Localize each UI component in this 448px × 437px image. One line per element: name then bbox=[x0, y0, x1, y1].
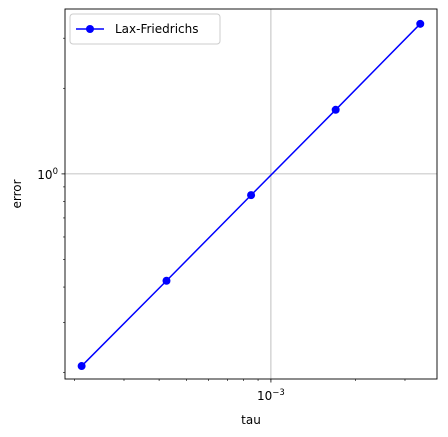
grid bbox=[65, 9, 437, 379]
data-point bbox=[416, 19, 425, 28]
legend-label: Lax-Friedrichs bbox=[115, 22, 199, 36]
x-tick-label: 10−3 bbox=[257, 388, 285, 403]
data-point bbox=[77, 362, 86, 371]
y-tick-label-exponent: 0 bbox=[53, 167, 58, 177]
data-point bbox=[247, 191, 256, 200]
series-layer bbox=[77, 19, 425, 371]
data-point bbox=[331, 105, 340, 114]
legend-marker bbox=[86, 25, 94, 33]
x-axis-label: tau bbox=[241, 413, 261, 427]
x-tick-label-base: 10 bbox=[257, 389, 272, 403]
y-axis-label: error bbox=[10, 179, 24, 208]
y-tick-label-base: 10 bbox=[37, 168, 52, 182]
data-point bbox=[162, 276, 171, 285]
y-tick-label: 100 bbox=[37, 167, 58, 182]
legend-box bbox=[69, 13, 221, 45]
legend: Lax-Friedrichs bbox=[69, 13, 221, 45]
plot-frame bbox=[64, 8, 438, 380]
x-tick-label-exponent: −3 bbox=[272, 388, 285, 398]
